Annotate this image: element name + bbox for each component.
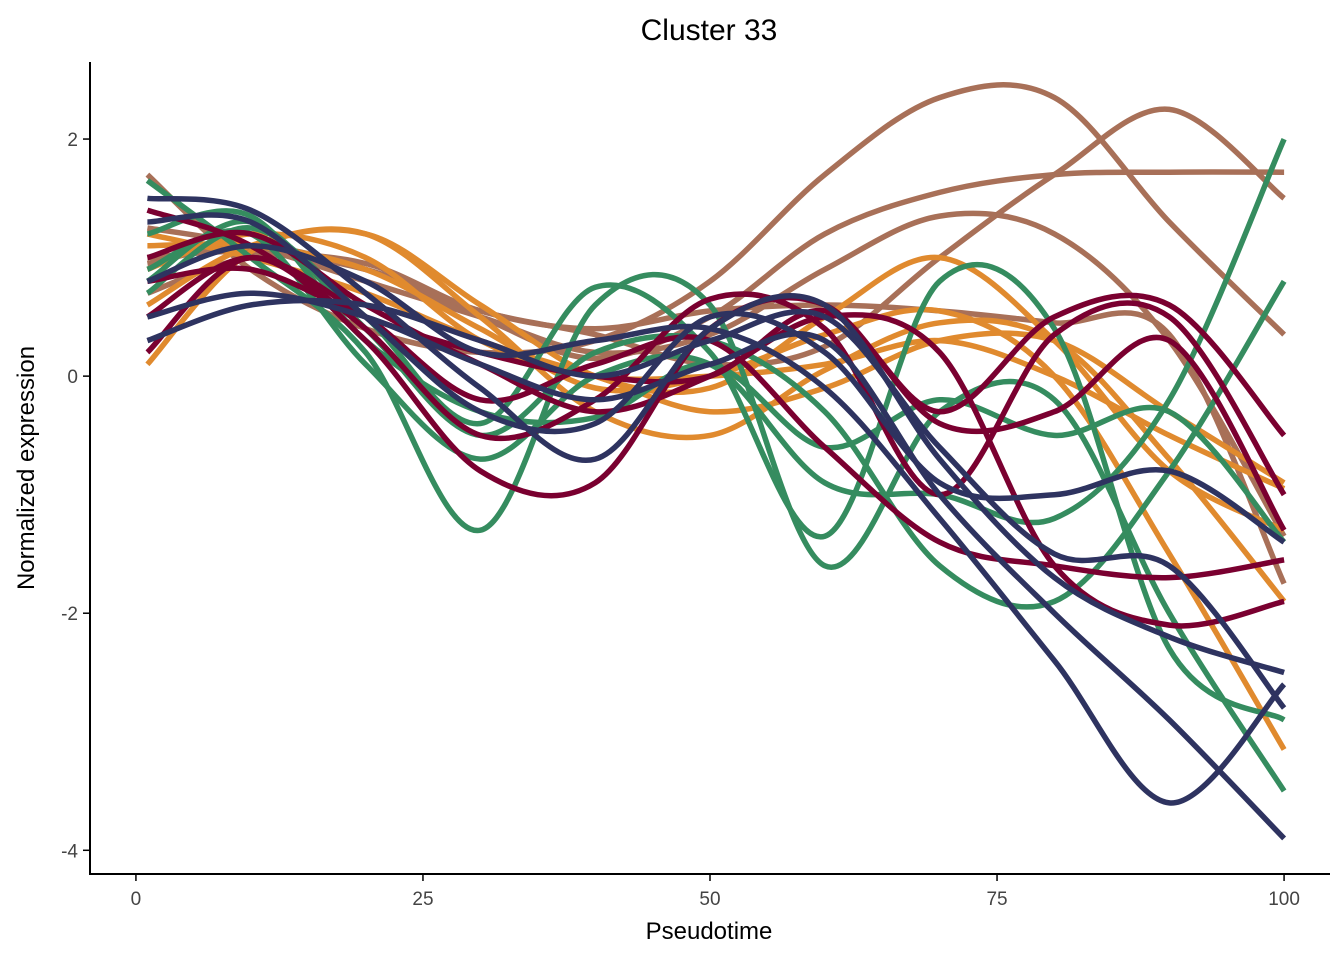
series-line-5 <box>146 252 1287 585</box>
series-line-7 <box>146 226 1287 604</box>
x-tick-label: 100 <box>1268 889 1300 910</box>
y-tick-label: 0 <box>67 367 78 388</box>
x-tick-label: 50 <box>699 889 720 910</box>
x-tick-label: 0 <box>131 889 142 910</box>
series-line-9 <box>146 231 1286 486</box>
ticks-layer: 0 25 50 75 100 -4 -2 0 2 <box>61 130 1300 910</box>
chart-title: Cluster 33 <box>641 14 778 47</box>
x-tick-label: 75 <box>986 889 1007 910</box>
y-tick-label: -2 <box>61 604 78 625</box>
series-line-24 <box>146 242 1287 806</box>
series-line-22 <box>147 212 1286 545</box>
series-line-17 <box>146 207 1287 498</box>
x-tick-label: 25 <box>412 889 433 910</box>
series-line-25 <box>146 297 1287 710</box>
series-layer <box>145 82 1287 841</box>
series-line-1 <box>145 82 1287 356</box>
series-line-23 <box>146 290 1287 841</box>
series-line-11 <box>145 178 1287 793</box>
y-tick-label: 2 <box>67 130 78 151</box>
x-axis-title: Pseudotime <box>646 918 773 945</box>
y-axis-title: Normalized expression <box>13 346 40 590</box>
y-tick-label: -4 <box>61 841 78 862</box>
